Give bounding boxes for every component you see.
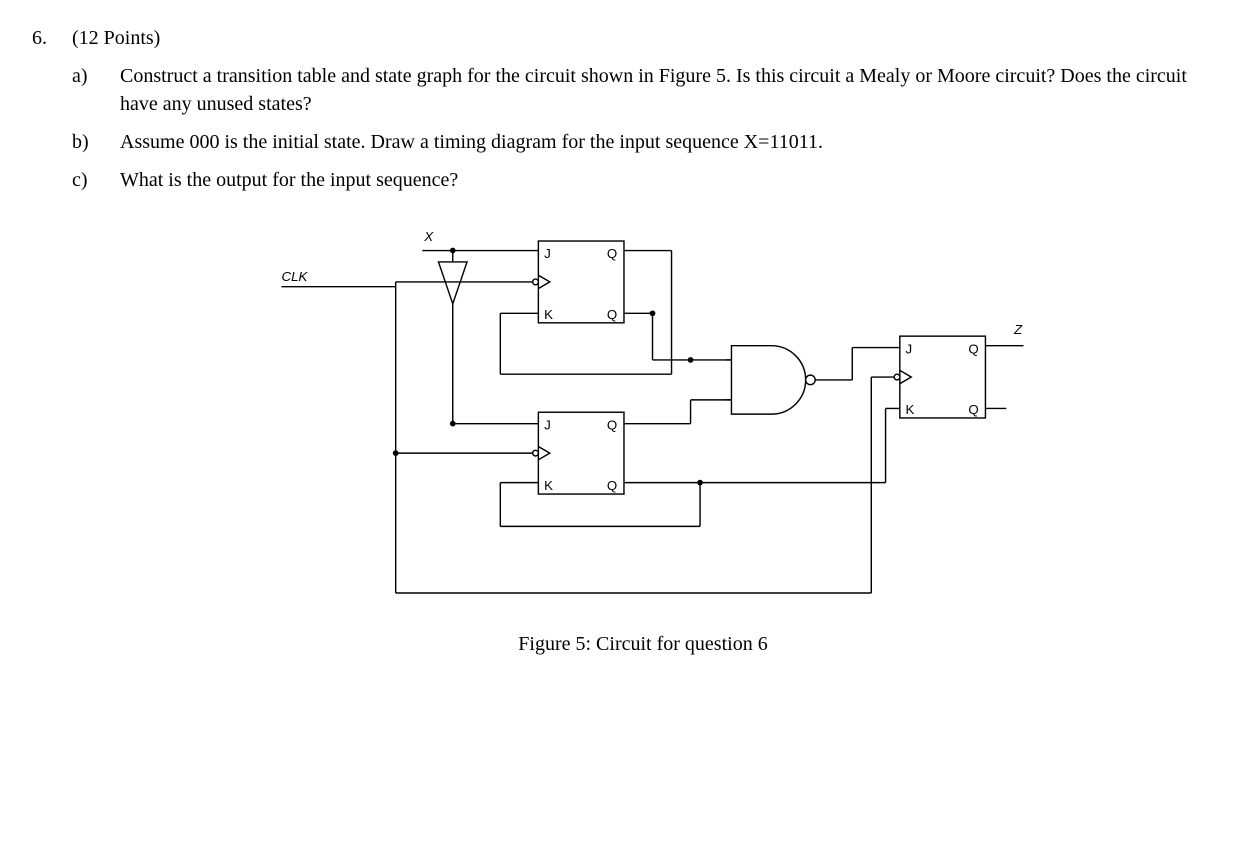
port-qbar: Q (607, 307, 617, 322)
port-qbar: Q (607, 478, 617, 493)
part-text: Construct a transition table and state g… (120, 62, 1214, 118)
part-label: a) (72, 62, 120, 90)
port-j: J (544, 417, 551, 432)
port-q: Q (607, 246, 617, 261)
question-points: (12 Points) (72, 24, 1214, 52)
port-k: K (544, 478, 553, 493)
question-number: 6. (32, 24, 72, 52)
bubble-icon (894, 374, 900, 380)
bubble-icon (806, 375, 816, 385)
port-j: J (544, 246, 551, 261)
part-label: b) (72, 128, 120, 156)
question-body: (12 Points) a) Construct a transition ta… (72, 24, 1214, 658)
label-x: X (423, 229, 434, 244)
port-k: K (544, 307, 553, 322)
port-q: Q (607, 417, 617, 432)
part-label: c) (72, 166, 120, 194)
question-block: 6. (12 Points) a) Construct a transition… (32, 24, 1214, 658)
buffer-gate (438, 262, 467, 304)
port-k: K (906, 402, 915, 417)
junction-icon (688, 357, 694, 363)
label-clk: CLK (282, 269, 309, 284)
nand-gate (731, 346, 805, 414)
part-c: c) What is the output for the input sequ… (72, 166, 1214, 194)
junction-icon (393, 450, 399, 456)
figure: X CLK (72, 212, 1214, 658)
part-text: Assume 000 is the initial state. Draw a … (120, 128, 1214, 156)
port-qbar: Q (968, 402, 978, 417)
label-z: Z (1013, 322, 1023, 337)
figure-caption: Figure 5: Circuit for question 6 (72, 630, 1214, 658)
port-j: J (906, 341, 913, 356)
bubble-icon (533, 279, 539, 285)
circuit-diagram: X CLK (253, 212, 1033, 622)
bubble-icon (533, 450, 539, 456)
port-q: Q (968, 341, 978, 356)
part-b: b) Assume 000 is the initial state. Draw… (72, 128, 1214, 156)
part-a: a) Construct a transition table and stat… (72, 62, 1214, 118)
part-text: What is the output for the input sequenc… (120, 166, 1214, 194)
